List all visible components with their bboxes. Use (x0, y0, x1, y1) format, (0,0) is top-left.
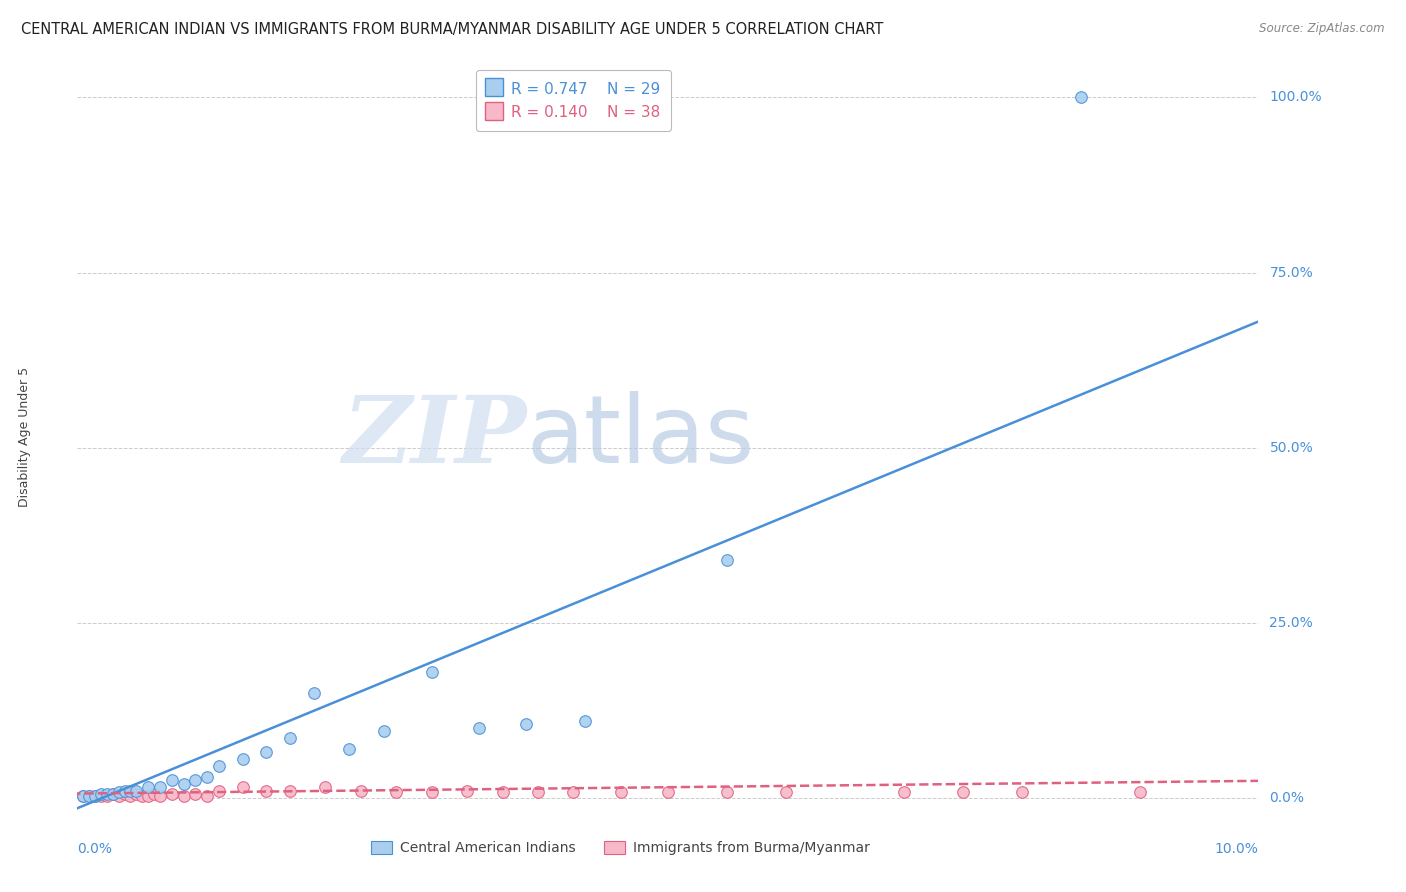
Point (195, 789, 218, 803)
Point (232, 780, 254, 795)
Text: 0.0%: 0.0% (1270, 790, 1305, 805)
Point (72, 789, 94, 803)
Point (120, 789, 142, 803)
Point (716, 785, 738, 799)
Point (302, 686, 325, 700)
Point (491, 785, 513, 799)
Text: 10.0%: 10.0% (1215, 842, 1258, 856)
Point (125, 787, 148, 801)
Point (314, 780, 336, 795)
Point (120, 783, 142, 797)
Point (90, 787, 112, 801)
Point (143, 787, 166, 801)
Point (173, 777, 195, 791)
Point (173, 789, 195, 803)
Point (96, 789, 118, 803)
Point (337, 741, 360, 756)
Point (77, 789, 100, 803)
Point (195, 770, 218, 784)
Point (96, 787, 118, 801)
Point (107, 789, 129, 803)
Point (77, 789, 100, 803)
Point (84, 789, 107, 803)
Point (350, 783, 373, 797)
Point (84, 789, 107, 803)
Point (125, 783, 148, 797)
Point (107, 785, 129, 799)
Point (149, 780, 172, 795)
Text: 50.0%: 50.0% (1270, 441, 1313, 455)
Point (184, 773, 207, 788)
Point (609, 785, 631, 799)
Point (136, 789, 159, 803)
Point (232, 752, 254, 766)
Point (468, 721, 491, 735)
Point (101, 787, 124, 801)
Point (527, 785, 550, 799)
Legend: Central American Indians, Immigrants from Burma/Myanmar: Central American Indians, Immigrants fro… (366, 836, 876, 861)
Text: atlas: atlas (526, 391, 755, 483)
Point (184, 787, 207, 801)
Point (456, 783, 478, 797)
Point (562, 785, 585, 799)
Point (952, 785, 974, 799)
Text: 100.0%: 100.0% (1270, 90, 1322, 104)
Text: 75.0%: 75.0% (1270, 266, 1313, 279)
Point (515, 717, 537, 731)
Point (420, 785, 443, 799)
Text: Disability Age Under 5: Disability Age Under 5 (18, 367, 31, 508)
Point (131, 789, 153, 803)
Point (160, 787, 183, 801)
Point (373, 724, 395, 739)
Point (775, 785, 797, 799)
Point (208, 759, 231, 773)
Point (716, 552, 738, 566)
Point (208, 783, 231, 797)
Point (114, 783, 136, 797)
Text: 0.0%: 0.0% (77, 842, 112, 856)
Point (278, 783, 301, 797)
Point (1070, 90, 1092, 104)
Point (385, 785, 408, 799)
Point (254, 745, 277, 759)
Point (893, 785, 915, 799)
Point (1129, 785, 1152, 799)
Point (114, 787, 136, 801)
Point (574, 714, 596, 728)
Point (101, 787, 124, 801)
Point (136, 780, 159, 795)
Text: Source: ZipAtlas.com: Source: ZipAtlas.com (1260, 22, 1385, 36)
Point (90, 789, 112, 803)
Point (420, 665, 443, 679)
Point (149, 789, 172, 803)
Point (254, 783, 277, 797)
Point (72, 789, 94, 803)
Point (278, 731, 301, 746)
Point (160, 773, 183, 788)
Text: ZIP: ZIP (342, 392, 526, 482)
Text: CENTRAL AMERICAN INDIAN VS IMMIGRANTS FROM BURMA/MYANMAR DISABILITY AGE UNDER 5 : CENTRAL AMERICAN INDIAN VS IMMIGRANTS FR… (21, 22, 883, 37)
Text: 25.0%: 25.0% (1270, 615, 1313, 630)
Point (1011, 785, 1033, 799)
Point (657, 785, 679, 799)
